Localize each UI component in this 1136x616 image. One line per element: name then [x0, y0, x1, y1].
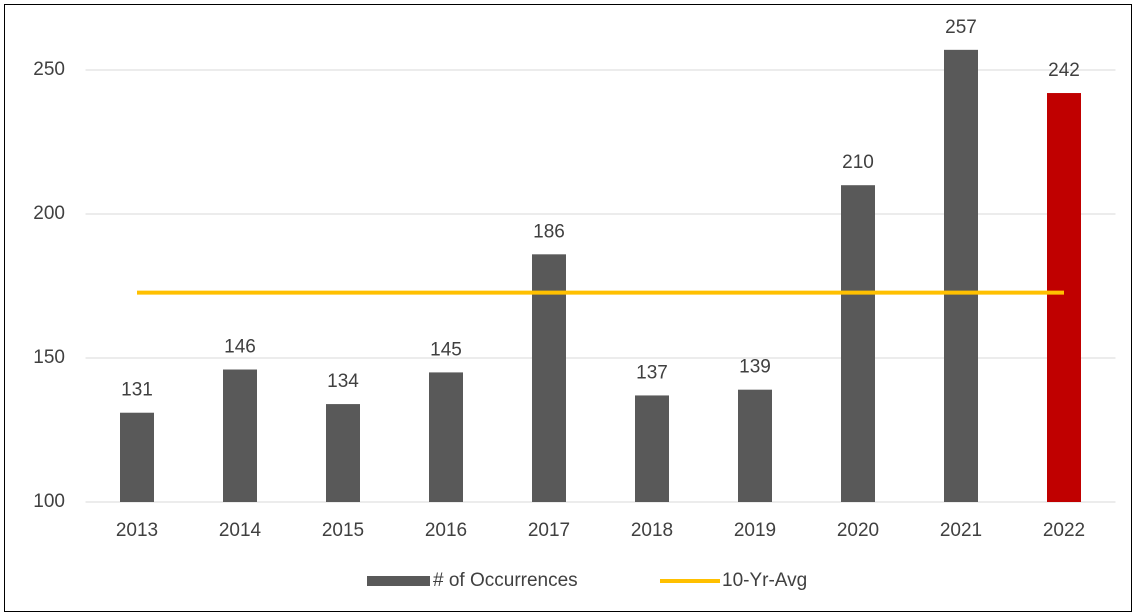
bar — [944, 49, 978, 503]
x-tick-label: 2022 — [1043, 520, 1085, 541]
bar — [1047, 93, 1081, 502]
x-tick-label: 2015 — [322, 520, 364, 541]
bar — [532, 254, 566, 502]
y-tick-label: 150 — [33, 347, 65, 368]
y-tick-label: 250 — [33, 59, 65, 80]
bar — [429, 372, 463, 502]
legend-label: 10-Yr-Avg — [722, 570, 807, 591]
x-tick-label: 2016 — [425, 520, 467, 541]
data-label: 186 — [533, 221, 565, 242]
data-label: 145 — [430, 339, 462, 360]
bar — [120, 412, 154, 502]
x-tick-label: 2021 — [940, 520, 982, 541]
legend-label: # of Occurrences — [433, 570, 578, 591]
x-tick-label: 2013 — [116, 520, 158, 541]
data-label: 139 — [739, 357, 771, 378]
legend-swatch — [367, 576, 430, 586]
data-label: 257 — [945, 17, 977, 38]
data-label: 210 — [842, 152, 874, 173]
bar — [841, 185, 875, 502]
y-tick-label: 100 — [33, 491, 65, 512]
x-tick-label: 2019 — [734, 520, 776, 541]
data-label: 131 — [121, 380, 153, 401]
x-tick-label: 2014 — [219, 520, 262, 541]
x-tick-label: 2017 — [528, 520, 570, 541]
data-label: 242 — [1048, 60, 1080, 81]
bar — [635, 395, 669, 502]
bar — [738, 389, 772, 502]
x-tick-label: 2020 — [837, 520, 879, 541]
data-label: 146 — [224, 337, 256, 358]
x-tick-label: 2018 — [631, 520, 673, 541]
bar — [223, 369, 257, 502]
data-label: 137 — [636, 362, 668, 383]
chart-frame — [4, 4, 1132, 612]
bar — [326, 404, 360, 502]
data-label: 134 — [327, 371, 359, 392]
y-tick-label: 200 — [33, 203, 65, 224]
